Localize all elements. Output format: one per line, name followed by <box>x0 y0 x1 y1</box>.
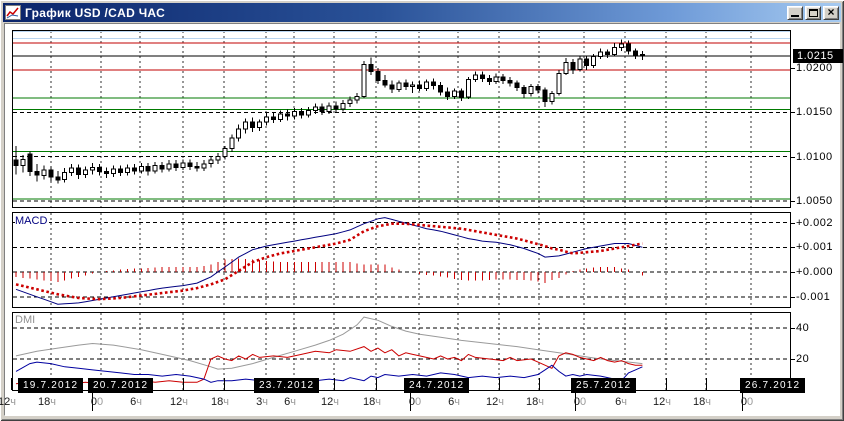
price-axis-label: 1.0050 <box>796 195 833 207</box>
axis-tick <box>791 112 795 113</box>
time-label: 12ч <box>170 396 188 408</box>
window-title: График USD /CAD ЧАС <box>25 5 166 20</box>
time-label: 6ч <box>284 396 296 408</box>
date-label: 20.7.2012 <box>88 378 154 393</box>
price-axis-label: 1.0200 <box>796 62 833 74</box>
price-axis-label: 1.0100 <box>796 151 833 163</box>
time-label: 12ч <box>321 396 339 408</box>
date-label: 24.7.2012 <box>404 378 470 393</box>
time-label: 00 <box>740 396 754 408</box>
axis-tick <box>791 297 795 298</box>
day-separator <box>92 378 93 411</box>
time-label: 12ч <box>653 396 671 408</box>
axis-tick <box>791 359 795 360</box>
time-label: 18ч <box>526 396 544 408</box>
maximize-icon <box>808 8 818 17</box>
current-price-badge: 1.0215 <box>793 49 843 63</box>
window-controls: × <box>785 4 839 20</box>
date-label: 25.7.2012 <box>571 378 637 393</box>
axis-tick <box>791 223 795 224</box>
time-label: 12ч <box>486 396 504 408</box>
time-tick <box>666 378 667 390</box>
time-label: 18ч <box>211 396 229 408</box>
date-label: 19.7.2012 <box>18 378 84 393</box>
time-tick <box>224 378 225 390</box>
time-tick <box>334 378 335 390</box>
price-axis-label: 1.0150 <box>796 106 833 118</box>
close-icon: × <box>827 4 835 19</box>
maximize-button[interactable] <box>805 5 821 20</box>
dmi-panel-label: DMI <box>15 314 38 326</box>
time-label: 00 <box>90 396 104 408</box>
minimize-icon <box>791 14 799 17</box>
time-tick <box>376 378 377 390</box>
day-separator <box>410 378 411 411</box>
axis-tick <box>791 272 795 273</box>
time-label: 18ч <box>363 396 381 408</box>
time-label: 00 <box>573 396 587 408</box>
time-tick <box>11 378 12 390</box>
minimize-button[interactable] <box>787 5 803 20</box>
time-label: 3ч <box>256 396 268 408</box>
time-label: 18ч <box>693 396 711 408</box>
axis-tick <box>791 247 795 248</box>
macd-axis-label: +0.001 <box>796 241 833 253</box>
macd-axis-label: -0.001 <box>796 291 831 303</box>
macd-panel-label: MACD <box>15 215 50 227</box>
macd-indicator-chart[interactable] <box>12 212 791 308</box>
axis-tick <box>791 328 795 329</box>
axis-tick <box>791 157 795 158</box>
macd-axis-label: +0.002 <box>796 217 833 229</box>
axis-tick <box>791 201 795 202</box>
time-label: 18ч <box>38 396 56 408</box>
axis-tick <box>791 68 795 69</box>
time-axis-line <box>12 390 791 391</box>
day-separator <box>575 378 576 411</box>
time-label: 12ч <box>0 396 16 408</box>
time-tick <box>706 378 707 390</box>
day-separator <box>742 378 743 411</box>
time-label: 6ч <box>448 396 460 408</box>
time-tick <box>499 378 500 390</box>
dmi-indicator-chart[interactable] <box>12 312 791 391</box>
dmi-axis-label: 20 <box>796 353 810 365</box>
dmi-axis-label: 40 <box>796 322 810 334</box>
time-label: 00 <box>408 396 422 408</box>
date-label: 23.7.2012 <box>254 378 320 393</box>
price-candlestick-chart[interactable] <box>12 30 791 208</box>
chart-icon <box>5 5 21 20</box>
close-button[interactable]: × <box>823 4 839 20</box>
time-tick <box>183 378 184 390</box>
title-bar[interactable]: График USD /CAD ЧАС × <box>3 3 841 22</box>
time-tick <box>539 378 540 390</box>
time-label: 6ч <box>130 396 142 408</box>
macd-axis-label: +0.000 <box>796 266 833 278</box>
time-label: 6ч <box>615 396 627 408</box>
date-label: 26.7.2012 <box>740 378 806 393</box>
